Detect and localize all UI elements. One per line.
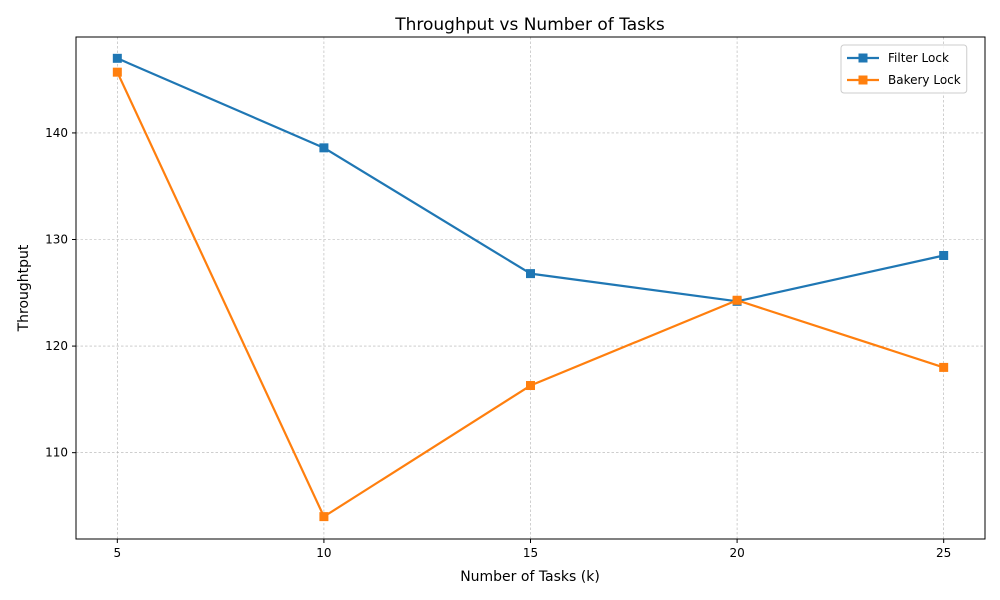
data-point bbox=[112, 67, 122, 77]
data-point bbox=[112, 53, 122, 63]
x-tick-label: 10 bbox=[316, 546, 331, 560]
plot-area bbox=[76, 37, 985, 539]
legend-label: Filter Lock bbox=[888, 51, 949, 65]
legend: Filter Lock Bakery Lock bbox=[840, 44, 968, 94]
y-tick-label: 130 bbox=[45, 233, 68, 247]
legend-label: Bakery Lock bbox=[888, 73, 961, 87]
x-tick-label: 25 bbox=[936, 546, 951, 560]
data-point bbox=[526, 381, 535, 391]
axis-ticks: 5 10 15 20 25 110 120 130 140 bbox=[45, 126, 951, 560]
data-point bbox=[319, 512, 329, 522]
data-point bbox=[319, 143, 329, 153]
data-point bbox=[939, 250, 949, 260]
gridlines bbox=[76, 37, 985, 539]
x-tick-label: 20 bbox=[729, 546, 744, 560]
data-point bbox=[939, 362, 949, 372]
y-tick-label: 110 bbox=[45, 446, 68, 460]
data-point bbox=[526, 269, 535, 279]
x-tick-label: 15 bbox=[523, 546, 538, 560]
series-layer bbox=[112, 53, 949, 522]
chart-title: Throughput vs Number of Tasks bbox=[394, 15, 665, 35]
y-tick-label: 140 bbox=[45, 126, 68, 140]
legend-marker bbox=[858, 75, 868, 85]
x-tick-label: 5 bbox=[113, 546, 121, 560]
data-point bbox=[732, 295, 742, 305]
x-axis-label: Number of Tasks (k) bbox=[460, 569, 600, 585]
legend-marker bbox=[858, 53, 868, 63]
y-axis-label: Throughtput bbox=[16, 244, 32, 332]
y-tick-label: 120 bbox=[45, 339, 68, 353]
